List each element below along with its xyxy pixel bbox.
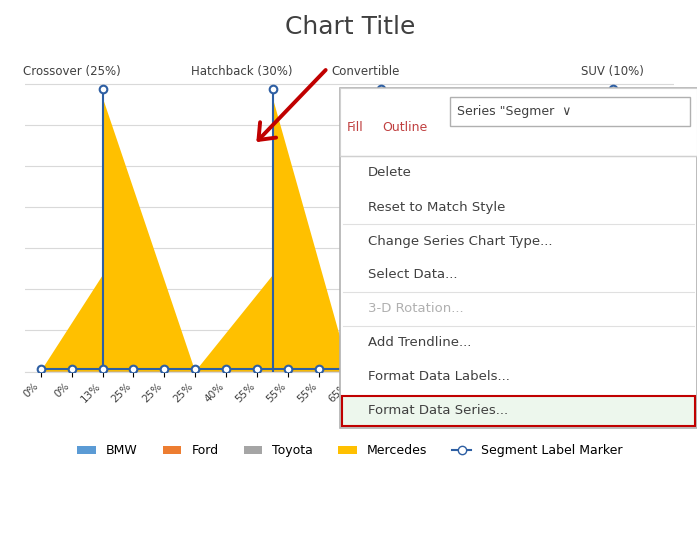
Text: Fill: Fill	[346, 121, 363, 134]
Polygon shape	[195, 97, 350, 372]
Text: Hatchback (30%): Hatchback (30%)	[191, 65, 293, 78]
Text: SUV (10%): SUV (10%)	[581, 65, 644, 78]
Polygon shape	[40, 275, 195, 372]
Text: Change Series Chart Type...: Change Series Chart Type...	[368, 234, 553, 248]
Text: Reset to Match Style: Reset to Match Style	[368, 201, 505, 213]
Polygon shape	[350, 336, 443, 372]
Polygon shape	[350, 97, 443, 372]
Polygon shape	[195, 336, 350, 372]
Polygon shape	[40, 336, 195, 372]
Polygon shape	[566, 311, 659, 372]
Polygon shape	[566, 275, 659, 372]
Polygon shape	[40, 97, 195, 372]
Polygon shape	[195, 311, 350, 372]
Text: Add Trendline...: Add Trendline...	[368, 337, 471, 349]
Text: Delete: Delete	[368, 166, 412, 180]
Text: Convertible: Convertible	[331, 65, 399, 78]
Polygon shape	[350, 311, 443, 372]
Text: Series "Segmer  ∨: Series "Segmer ∨	[457, 105, 572, 118]
Text: Format Data Labels...: Format Data Labels...	[368, 370, 510, 384]
Text: 3-D Rotation...: 3-D Rotation...	[368, 302, 464, 316]
Title: Chart Title: Chart Title	[284, 15, 415, 39]
Text: Crossover (25%): Crossover (25%)	[23, 65, 121, 78]
Text: Format Data Series...: Format Data Series...	[368, 405, 508, 417]
Text: Outline: Outline	[382, 121, 427, 134]
Polygon shape	[350, 275, 443, 372]
Polygon shape	[566, 97, 659, 372]
Polygon shape	[566, 336, 659, 372]
Text: Select Data...: Select Data...	[368, 269, 457, 281]
Legend: BMW, Ford, Toyota, Mercedes, Segment Label Marker: BMW, Ford, Toyota, Mercedes, Segment Lab…	[72, 440, 627, 462]
Polygon shape	[195, 275, 350, 372]
Polygon shape	[40, 311, 195, 372]
